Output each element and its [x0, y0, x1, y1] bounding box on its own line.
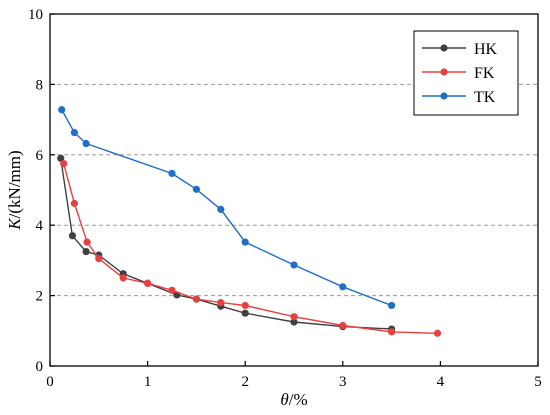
x-tick-label: 5: [534, 374, 542, 390]
y-axis-unit: /(kN/mm): [5, 150, 24, 218]
x-tick-label: 3: [339, 374, 347, 390]
data-point-FK: [83, 238, 91, 246]
y-tick-label: 8: [36, 77, 44, 93]
data-point-FK: [70, 199, 78, 207]
y-tick-label: 4: [36, 218, 44, 234]
series-TK: [58, 106, 396, 310]
data-point-TK: [192, 185, 200, 193]
data-point-TK: [58, 106, 66, 114]
data-point-HK: [241, 309, 249, 317]
series-FK: [60, 160, 442, 337]
data-point-FK: [144, 279, 152, 287]
series-line-TK: [61, 109, 392, 307]
data-point-FK: [290, 313, 298, 321]
legend-label: HK: [474, 41, 498, 58]
x-axis-unit: /%: [289, 390, 308, 409]
y-tick-label: 10: [28, 7, 43, 23]
data-point-TK: [290, 261, 298, 269]
data-point-FK: [192, 295, 200, 303]
legend-entry-FK: FK: [422, 65, 495, 82]
x-tick-label: 0: [46, 374, 54, 390]
data-point-FK: [119, 274, 127, 282]
data-point-TK: [70, 129, 78, 137]
legend-entry-HK: HK: [422, 41, 498, 58]
data-point-TK: [217, 205, 225, 213]
data-point-FK: [241, 301, 249, 310]
x-tick-label: 1: [144, 374, 152, 390]
legend-entry-TK: TK: [422, 89, 496, 106]
data-point-HK: [290, 318, 298, 326]
x-tick-label: 4: [437, 374, 445, 390]
y-tick-label: 2: [36, 289, 44, 305]
data-point-FK: [60, 160, 68, 168]
data-point-HK: [57, 154, 65, 162]
axis-ticks: 0 1 2 3 4 5 0 2 4 6 8 10: [28, 7, 542, 390]
legend-box: [413, 30, 519, 116]
data-point-HK: [82, 248, 90, 256]
legend-marker: [440, 68, 448, 76]
data-point-FK: [339, 321, 347, 330]
x-axis-label: θ/%: [280, 390, 307, 409]
data-point-FK: [168, 286, 176, 294]
x-axis-symbol: θ: [280, 390, 288, 409]
legend-marker: [440, 44, 448, 52]
y-tick-label: 0: [36, 359, 44, 375]
series-layer: [57, 106, 442, 337]
data-point-FK: [388, 328, 396, 336]
data-point-FK: [433, 329, 442, 337]
data-point-TK: [82, 139, 90, 148]
plot-frame: [49, 13, 539, 367]
data-point-TK: [339, 283, 347, 291]
legend-label: FK: [474, 65, 495, 82]
x-tick-label: 2: [241, 374, 249, 390]
data-point-TK: [168, 169, 176, 178]
y-tick-label: 6: [36, 148, 44, 164]
series-HK: [57, 154, 396, 333]
legend-label: TK: [474, 89, 496, 106]
data-point-FK: [217, 299, 225, 307]
y-axis-symbol: K: [5, 217, 24, 231]
series-line-FK: [63, 163, 438, 334]
data-point-TK: [241, 238, 249, 246]
legend-marker: [440, 92, 448, 100]
data-point-FK: [95, 255, 103, 263]
y-axis-label: K/(kN/mm): [5, 150, 24, 230]
data-point-TK: [388, 301, 396, 310]
data-point-HK: [68, 232, 77, 240]
legend: HK FK TK: [413, 30, 519, 116]
